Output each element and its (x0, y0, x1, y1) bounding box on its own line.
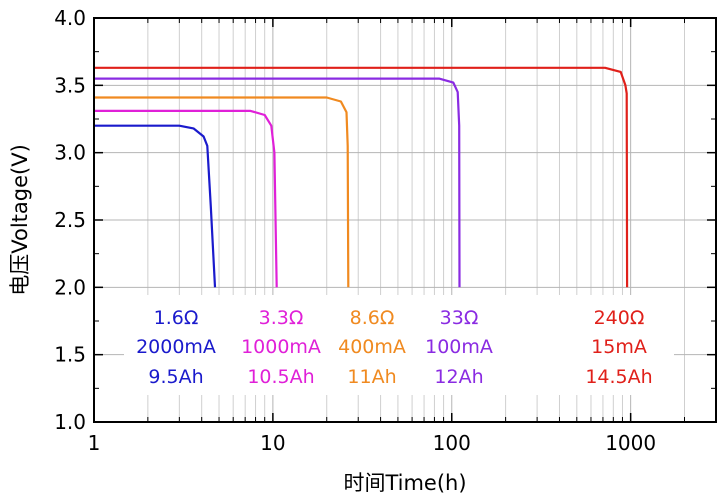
y-tick-label: 1.0 (54, 410, 86, 434)
series-label: 240Ω (594, 307, 645, 329)
x-tick-label: 10 (260, 431, 285, 455)
series-line-5 (94, 66, 629, 288)
y-axis-title: 电压Voltage(V) (8, 144, 32, 296)
series-line-4 (94, 77, 461, 288)
series-label: 10.5Ah (247, 366, 314, 388)
series-line-3 (94, 96, 350, 288)
series-label: 15mA (591, 336, 647, 358)
series-label: 12Ah (434, 366, 483, 388)
series-label: 2000mA (136, 336, 216, 358)
series-label: 400mA (338, 336, 406, 358)
y-tick-label: 4.0 (54, 6, 86, 30)
series-label: 100mA (425, 336, 493, 358)
x-tick-label: 100 (433, 431, 471, 455)
x-tick-label: 1 (88, 431, 101, 455)
y-tick-label: 3.5 (54, 73, 86, 97)
series-label: 3.3Ω (259, 307, 304, 329)
series-label: 11Ah (347, 366, 396, 388)
series-label: 33Ω (440, 307, 479, 329)
series-label: 1000mA (241, 336, 321, 358)
ticks: 1 10 100 1000 1.0 1.5 2.0 2.5 3.0 3.5 4.0 (54, 6, 717, 455)
series-label: 8.6Ω (350, 307, 395, 329)
series-label: 9.5Ah (148, 366, 203, 388)
x-axis-title: 时间Time(h) (343, 471, 466, 495)
y-tick-label: 2.0 (54, 275, 86, 299)
annotation-box (124, 295, 674, 395)
series-lines (94, 66, 629, 288)
series-label: 1.6Ω (154, 307, 199, 329)
annotations: 1.6Ω 2000mA 9.5Ah 3.3Ω 1000mA 10.5Ah 8.6Ω 400mA… (136, 307, 653, 388)
series-line-1 (94, 124, 217, 288)
x-tick-label: 1000 (605, 431, 656, 455)
series-label: 14.5Ah (585, 366, 652, 388)
y-tick-label: 1.5 (54, 343, 86, 367)
y-tick-label: 3.0 (54, 141, 86, 165)
y-tick-label: 2.5 (54, 208, 86, 232)
series-line-2 (94, 109, 278, 288)
